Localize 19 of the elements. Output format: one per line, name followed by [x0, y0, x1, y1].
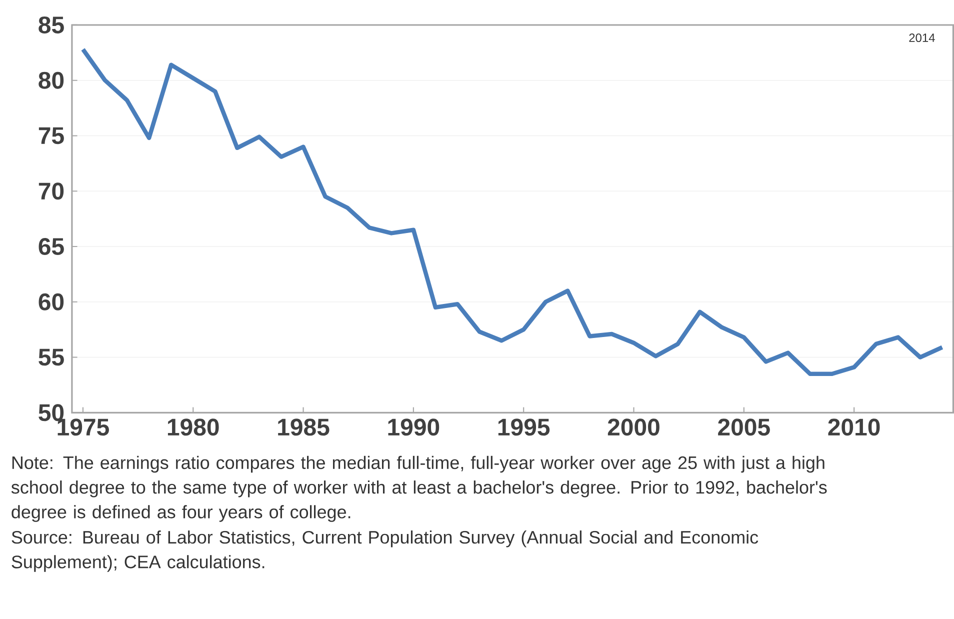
x-tick-label: 2005 [718, 418, 770, 436]
y-tick-label: 75 [38, 127, 64, 144]
y-tick-label: 55 [38, 348, 64, 366]
x-tick-label: 1980 [168, 418, 219, 436]
y-tick-label: 60 [38, 293, 64, 310]
x-tick-label: 1985 [278, 418, 330, 436]
source-note: Source: Bureau of Labor Statistics, Current Population Survey (Annual Social and Economic Supplement); CEA calculations. [12, 530, 758, 572]
y-tick-label: 80 [38, 72, 64, 89]
x-tick-label: 2000 [608, 418, 660, 436]
y-tick-label: 70 [38, 182, 64, 200]
line-series [80, 46, 944, 376]
y-tick-label: 85 [38, 16, 64, 34]
x-tick-label: 1995 [498, 418, 550, 436]
x-tick-label: 2010 [828, 418, 880, 436]
text: Note: The earnings ratio compares the median full-time, full-year worker over age 25 with just a high school degree to the same type of worker with at least a bachelor's degree. Prior to 1992, bachelor's degree is defined as four years of college. [11, 456, 827, 522]
annotation: 2014 [909, 33, 935, 42]
y-tick-label: 65 [38, 238, 64, 255]
y-tick-label: 50 [38, 404, 64, 421]
x-tick-label: 1990 [388, 418, 440, 436]
